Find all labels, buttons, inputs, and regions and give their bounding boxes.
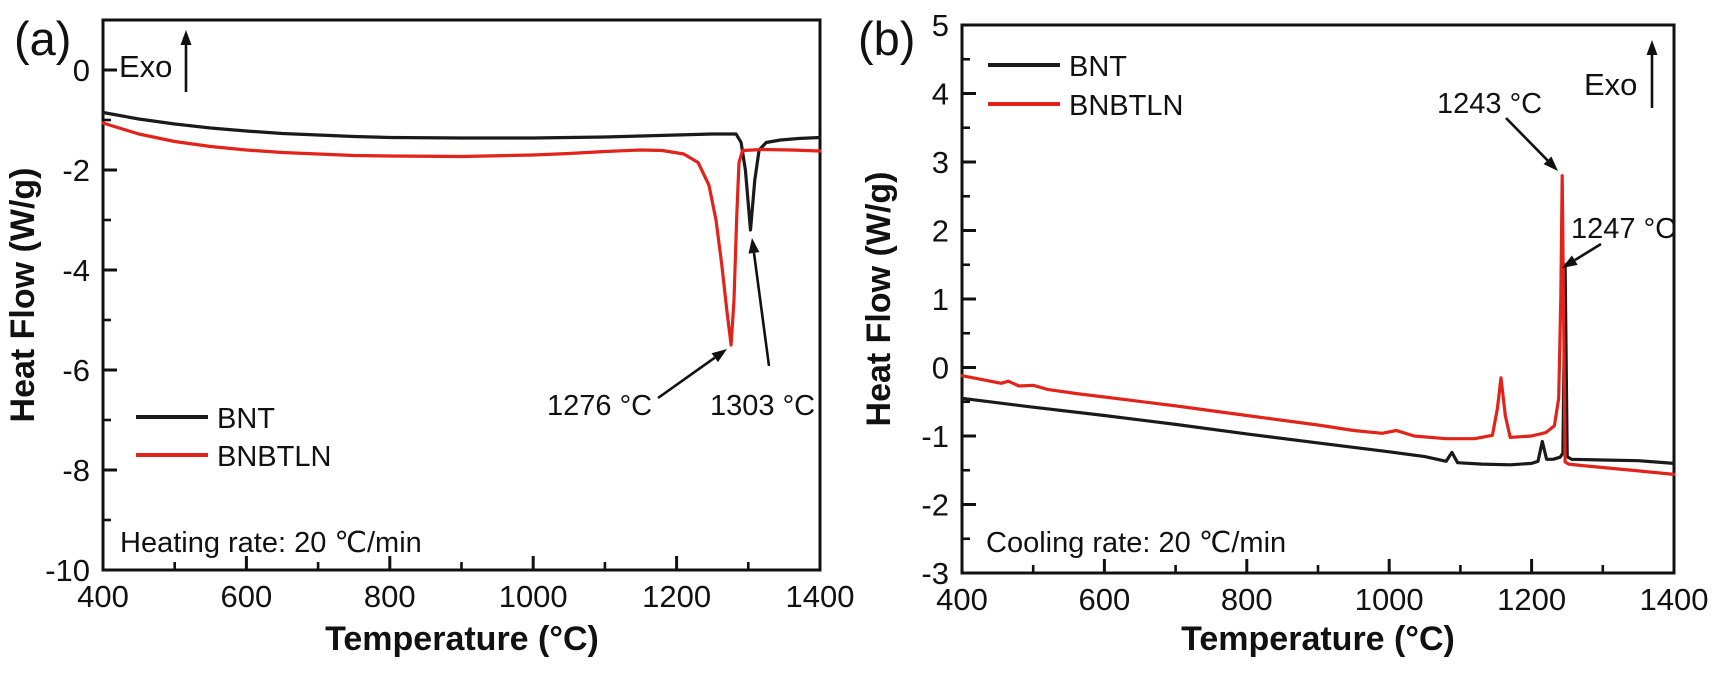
x-tick-label: 1000 — [499, 579, 568, 614]
annotation-1243-b: 1243 °C — [1437, 88, 1542, 120]
bnbtln-curve — [101, 121, 822, 347]
bnt-curve — [960, 263, 1676, 467]
exo-arrow-head — [180, 30, 192, 45]
bnbtln-curve — [960, 174, 1676, 476]
plot-border — [101, 18, 822, 572]
x-axis-title-a: Temperature (°C) — [325, 620, 599, 658]
x-tick-label: 800 — [1221, 582, 1273, 617]
y-tick-label: -6 — [62, 353, 90, 388]
legend-label-bnt-b: BNT — [1069, 51, 1127, 83]
y-tick-label: -4 — [62, 253, 90, 288]
x-tick-label: 1200 — [642, 579, 711, 614]
arrows-a — [180, 30, 771, 400]
exo-label-b: Exo — [1584, 67, 1637, 102]
arrows-b — [1505, 40, 1658, 268]
x-tick-label: 400 — [936, 582, 988, 617]
x-tick-label: 600 — [221, 579, 273, 614]
exo-arrow-head — [1646, 40, 1658, 55]
y-tick-label: -1 — [921, 419, 949, 454]
annotation-arrow-1-line — [1574, 242, 1602, 262]
bnt-curve — [101, 110, 822, 232]
panel-label-a: (a) — [14, 12, 71, 65]
legend-label-bnbtln-b: BNBTLN — [1069, 90, 1183, 122]
annotation-arrow-0-head — [711, 349, 727, 363]
legend-label-bnt-a: BNT — [217, 403, 275, 435]
legend-a: BNT BNBTLN — [136, 403, 331, 473]
annotation-arrow-0-head — [1543, 156, 1558, 171]
x-tick-label: 800 — [364, 579, 416, 614]
legend-label-bnbtln-a: BNBTLN — [217, 441, 331, 473]
y-tick-label: -8 — [62, 453, 90, 488]
legend-b: BNT BNBTLN — [988, 51, 1183, 122]
y-tick-label: 0 — [932, 351, 949, 386]
x-tick-label: 1400 — [786, 579, 855, 614]
annotation-1276-a: 1276 °C — [547, 390, 652, 422]
rate-note-b: Cooling rate: 20 ℃/min — [986, 527, 1286, 559]
annotation-arrow-1-head — [748, 238, 760, 254]
panel-a: 400 600 800 1000 1200 1400 0 -2 -4 -6 -8 -10 (a) Ex… — [4, 12, 854, 658]
axes-b: 400 600 800 1000 1200 1400 5 4 3 2 1 0 -1 -2 -3 — [921, 8, 1708, 617]
y-tick-label: -2 — [62, 153, 90, 188]
y-tick-label: 5 — [932, 8, 949, 43]
y-tick-label: -10 — [45, 553, 90, 588]
curves-b — [960, 174, 1676, 476]
y-tick-label: 4 — [932, 77, 949, 112]
x-axis-title-b: Temperature (°C) — [1181, 620, 1455, 658]
y-tick-label: 2 — [932, 214, 949, 249]
y-tick-label: -2 — [921, 488, 949, 523]
panel-label-b: (b) — [858, 12, 915, 65]
x-tick-label: 600 — [1079, 582, 1131, 617]
y-tick-label: 1 — [932, 282, 949, 317]
y-tick-label: 0 — [73, 53, 90, 88]
panel-b: 400 600 800 1000 1200 1400 5 4 3 2 1 0 -1 -2 -3 (b) Ex… — [858, 8, 1708, 658]
x-tick-label: 1200 — [1497, 582, 1566, 617]
annotation-arrow-1-line — [752, 252, 771, 367]
y-tick-label: 3 — [932, 145, 949, 180]
axes-a: 400 600 800 1000 1200 1400 0 -2 -4 -6 -8 -10 — [45, 18, 855, 614]
annotation-arrow-0-line — [657, 356, 716, 400]
annotation-1247-b: 1247 °C — [1571, 213, 1676, 245]
annotation-arrow-1-head — [1562, 255, 1578, 268]
y-tick-label: -3 — [921, 556, 949, 591]
y-axis-title-a: Heat Flow (W/g) — [4, 168, 42, 423]
curves-a — [101, 110, 822, 347]
annotation-arrow-0-line — [1505, 117, 1549, 162]
x-tick-label: 400 — [77, 579, 129, 614]
exo-label-a: Exo — [119, 49, 172, 84]
annotation-1303-a: 1303 °C — [710, 390, 815, 422]
rate-note-a: Heating rate: 20 ℃/min — [120, 527, 422, 559]
y-axis-title-b: Heat Flow (W/g) — [860, 172, 898, 427]
x-tick-label: 1400 — [1640, 582, 1709, 617]
x-tick-label: 1000 — [1355, 582, 1424, 617]
